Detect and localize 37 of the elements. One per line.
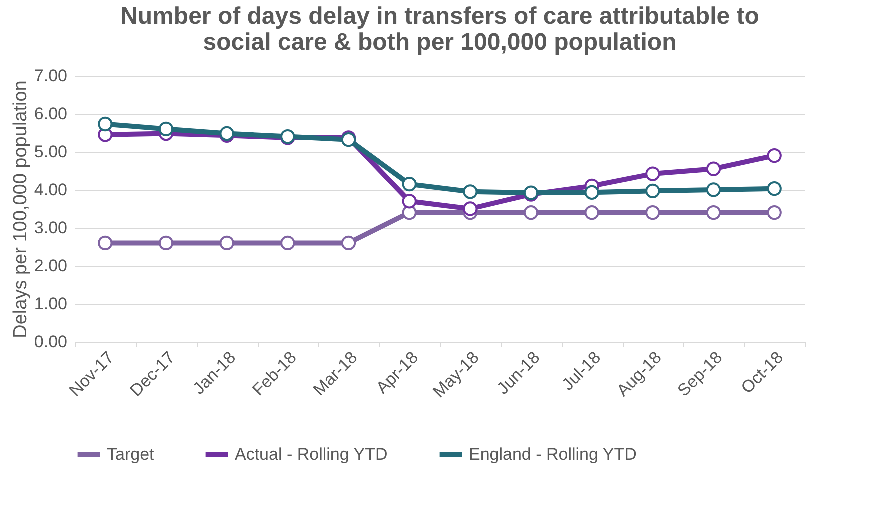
point [767,205,782,220]
point [158,122,174,137]
point [158,236,174,251]
point [706,182,722,198]
y-tick-label: 6.00 [34,104,68,124]
y-axis-title: Delays per 100,000 population [10,80,32,338]
point [402,176,417,192]
y-tick-label: 2.00 [34,256,68,276]
y-tick-label: 4.00 [34,180,68,200]
point [646,205,660,220]
chart-title: Number of days delay in transfers of care attributable to social care & both per 100,000 population [120,3,760,56]
y-tick-label: 7.00 [34,66,68,86]
point [646,166,660,182]
point [402,194,417,209]
point [341,236,356,251]
point [98,236,113,251]
point [767,182,782,196]
point [767,148,782,164]
point [463,184,478,200]
legend-label: England - Rolling YTD [469,445,637,464]
point [524,205,539,220]
y-tick-label: 0.00 [34,332,68,352]
point [402,205,417,220]
point [706,162,722,176]
point [98,116,113,132]
legend-label: Target [107,445,155,464]
y-tick-label: 3.00 [34,218,68,238]
legend-label: Actual - Rolling YTD [235,445,388,464]
point [706,205,722,220]
point [280,236,296,251]
point [584,185,600,200]
point [584,205,600,220]
point [646,184,660,198]
point [463,202,478,216]
point [220,236,234,251]
y-tick-label: 1.00 [34,294,68,314]
y-tick-label: 5.00 [34,142,68,162]
